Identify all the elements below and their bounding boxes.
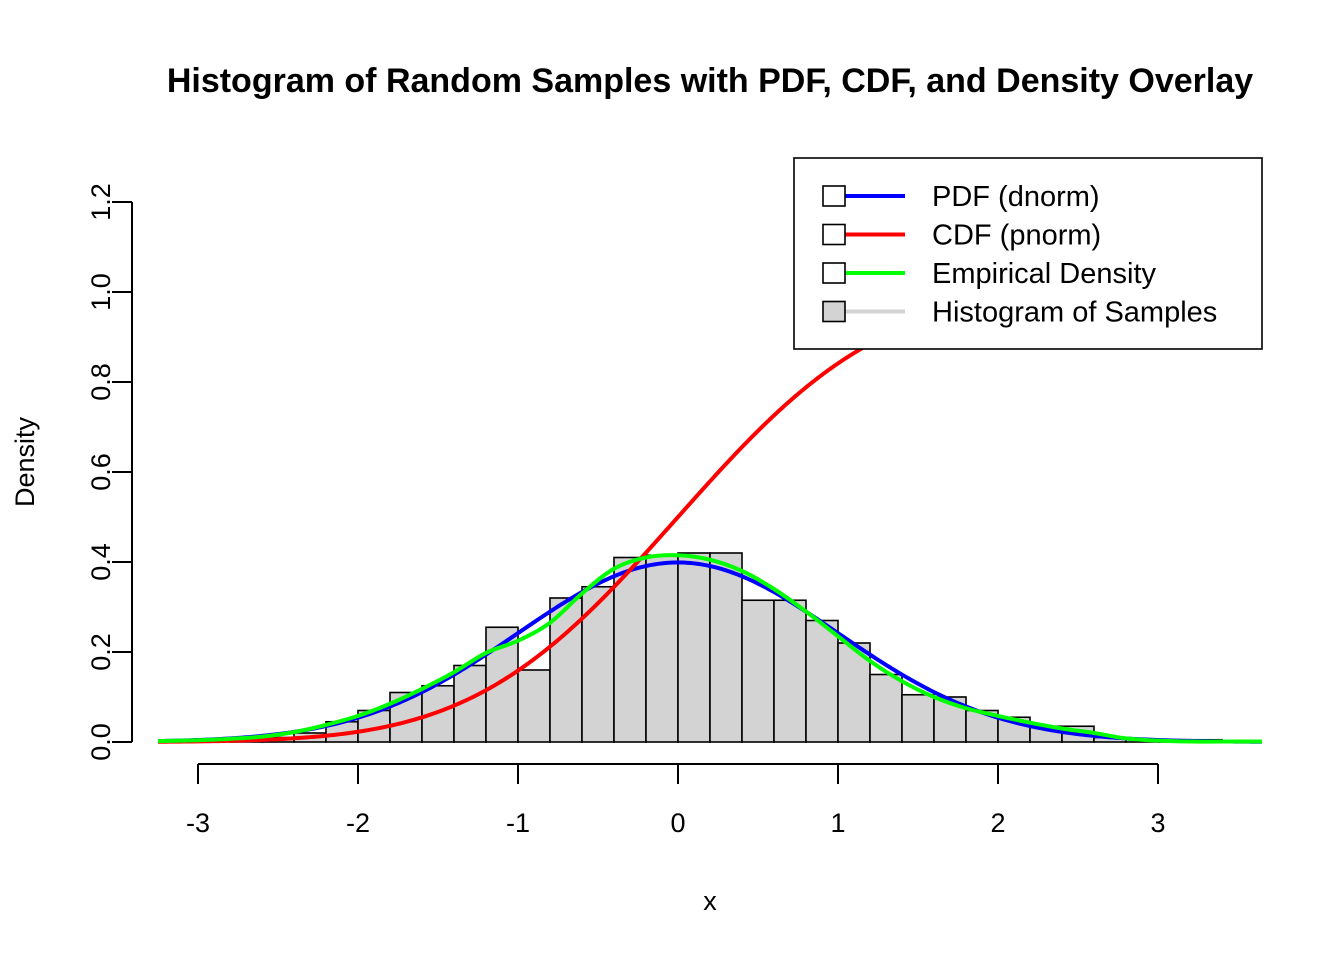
y-tick-label: 0.8 xyxy=(86,363,116,401)
y-tick-label: 1.2 xyxy=(86,183,116,221)
legend-label: PDF (dnorm) xyxy=(932,181,1100,213)
histogram-bar-15 xyxy=(709,552,743,743)
x-tick-label: 0 xyxy=(670,808,685,838)
histogram-bar-13 xyxy=(645,554,679,743)
histogram-bars xyxy=(229,552,1223,743)
x-tick-label: 2 xyxy=(990,808,1005,838)
x-tick-label: -3 xyxy=(186,808,210,838)
y-tick-label: 0.6 xyxy=(86,453,116,491)
histogram-bar-11 xyxy=(581,585,615,743)
legend-box xyxy=(793,157,1263,350)
histogram-bar-14 xyxy=(677,552,711,743)
y-tick-label: 0.0 xyxy=(86,723,116,761)
x-tick-label: 3 xyxy=(1150,808,1165,838)
legend-swatch xyxy=(822,185,846,207)
legend-label: CDF (pnorm) xyxy=(932,220,1101,252)
histogram-bar-16 xyxy=(741,599,775,743)
histogram-bar-20 xyxy=(869,673,903,743)
x-axis-label: x xyxy=(703,886,717,916)
y-tick-label: 1.0 xyxy=(86,273,116,311)
histogram-bar-21 xyxy=(901,693,935,743)
x-tick-label: -1 xyxy=(506,808,530,838)
legend-entry: Histogram of Samples xyxy=(822,297,1217,329)
y-tick-label: 0.4 xyxy=(86,543,116,581)
legend-label: Empirical Density xyxy=(932,258,1156,290)
x-axis: -3 -2 -1 0 1 2 3 xyxy=(186,763,1166,838)
histogram-bar-12 xyxy=(613,556,647,743)
y-axis: 0.0 0.2 0.4 0.6 0.8 1.0 1.2 xyxy=(86,183,133,761)
histogram-bar-18 xyxy=(805,619,839,743)
legend-swatch xyxy=(822,223,846,246)
histogram-bar-17 xyxy=(773,599,807,743)
histogram-bar-10 xyxy=(549,597,583,743)
legend: PDF (dnorm) CDF (pnorm) Empirical Density H… xyxy=(793,157,1263,350)
y-tick-label: 0.2 xyxy=(86,633,116,671)
histogram-bar-9 xyxy=(517,669,551,743)
legend-swatch xyxy=(822,300,846,323)
legend-entry: Empirical Density xyxy=(822,258,1156,290)
empirical-density-curve xyxy=(157,553,1262,744)
x-tick-label: -2 xyxy=(346,808,370,838)
legend-label: Histogram of Samples xyxy=(932,297,1217,329)
legend-entry: CDF (pnorm) xyxy=(822,220,1101,252)
legend-swatch xyxy=(822,262,846,284)
y-axis-label: Density xyxy=(10,416,40,507)
legend-entry: PDF (dnorm) xyxy=(822,181,1100,213)
chart-title: Histogram of Random Samples with PDF, CD… xyxy=(167,62,1253,100)
x-tick-label: 1 xyxy=(830,808,845,838)
